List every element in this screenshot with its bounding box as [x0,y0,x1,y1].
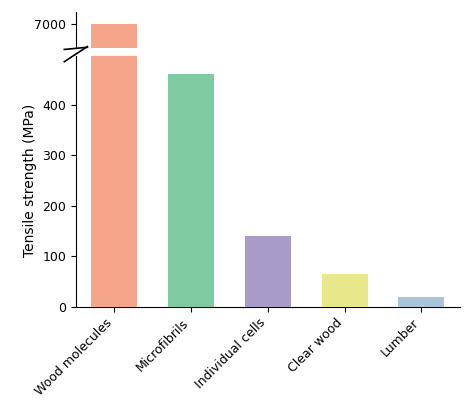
Bar [398,297,445,307]
Bar [245,236,291,307]
Bar [321,274,368,307]
Bar [91,0,137,307]
Bar [168,74,214,307]
Y-axis label: Tensile strength (MPa): Tensile strength (MPa) [23,104,36,257]
Bar [91,24,137,409]
